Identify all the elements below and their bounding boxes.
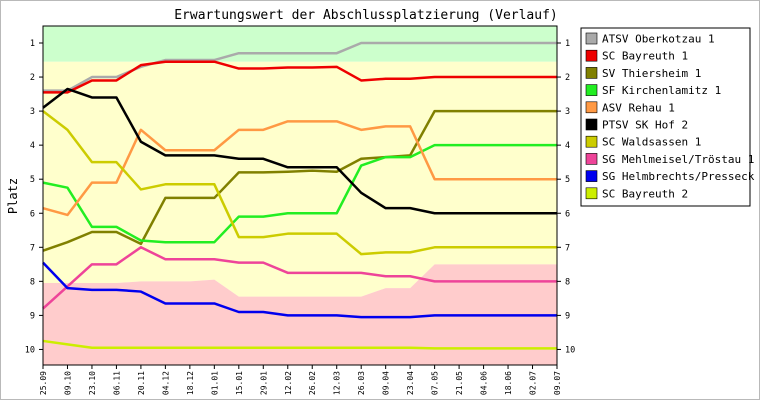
- series-line-2: [43, 60, 557, 94]
- y-tick-label-left: 9: [30, 311, 35, 321]
- y-tick-label-left: 10: [25, 345, 35, 355]
- chart-title: Erwartungswert der Abschlussplatzierung …: [174, 8, 558, 23]
- series-line-8: [42, 246, 557, 310]
- series-line-3: [42, 109, 557, 252]
- series-line-9: [42, 261, 557, 319]
- y-tick-label-right: 8: [565, 277, 570, 287]
- axes: 1 1 2 2 3 3 4 4 5 5 6 6 7 7 8 8 9 9 10 10 25.09 09.10 23.10 06.…: [25, 25, 575, 395]
- legend-swatch: [585, 118, 598, 131]
- legend: ATSV Oberkotzau 1 SC Bayreuth 1 SV Thiersh…: [580, 27, 760, 207]
- y-tick-label-left: 6: [30, 209, 35, 219]
- legend-swatch: [585, 49, 598, 62]
- series-line-10: [42, 339, 557, 350]
- legend-label: ASV Rehau 1: [602, 101, 675, 114]
- legend-label: SC Bayreuth 1: [602, 50, 688, 63]
- x-tick-label: 15.01: [235, 371, 244, 395]
- legend-label: ATSV Oberkotzau 1: [602, 33, 715, 46]
- legend-swatch: [585, 32, 598, 45]
- legend-swatch: [585, 170, 598, 182]
- series-line-4: [42, 143, 557, 244]
- y-tick-label-right: 3: [565, 107, 570, 117]
- y-tick-label-left: 1: [30, 39, 35, 49]
- x-tick-label: 04.12: [161, 371, 170, 395]
- x-tick-label: 04.06: [480, 371, 489, 395]
- x-tick-label: 18.12: [186, 371, 195, 395]
- x-tick-label: 25.09: [39, 371, 48, 395]
- x-tick-label: 23.04: [406, 371, 415, 395]
- series-line-7: [42, 110, 557, 256]
- x-tick-label: 26.03: [357, 371, 366, 395]
- x-tick-label: 23.10: [88, 371, 97, 395]
- y-tick-label-left: 4: [30, 141, 35, 151]
- y-tick-label-right: 6: [565, 209, 570, 219]
- x-tick-label: 09.10: [63, 371, 72, 395]
- y-tick-label-left: 7: [30, 243, 35, 253]
- legend-label: SC Bayreuth 2: [602, 187, 688, 200]
- x-tick-label: 02.07: [529, 371, 538, 395]
- x-tick-label: 12.03: [333, 371, 342, 395]
- legend-label: PTSV SK Hof 2: [602, 119, 688, 132]
- series-line-5: [42, 120, 557, 217]
- legend-label: SV Thiersheim 1: [602, 67, 701, 80]
- y-tick-label-left: 8: [30, 277, 35, 287]
- y-tick-label-right: 9: [565, 311, 570, 321]
- x-tick-label: 01.01: [210, 371, 219, 395]
- y-tick-label-right: 7: [565, 243, 570, 253]
- legend-swatch: [585, 135, 598, 148]
- legend-label: SG Mehlmeisel/Tröstau 1: [602, 153, 754, 166]
- x-tick-label: 09.07: [553, 371, 562, 395]
- x-tick-label: 07.05: [431, 371, 440, 395]
- zone-band-1: [43, 26, 557, 62]
- series-lines: [42, 41, 557, 350]
- legend-box: [580, 27, 751, 207]
- legend-label: SF Kirchenlamitz 1: [602, 84, 721, 97]
- legend-swatch: [585, 84, 598, 96]
- y-tick-label-right: 2: [565, 73, 570, 83]
- legend-swatch: [585, 101, 598, 114]
- x-tick-label: 20.11: [137, 371, 146, 395]
- y-tick-label-left: 2: [30, 73, 35, 83]
- y-tick-label-left: 5: [30, 175, 35, 185]
- y-tick-label-left: 3: [30, 107, 35, 117]
- legend-swatch: [585, 187, 598, 200]
- y-tick-label-right: 1: [565, 39, 570, 49]
- x-tick-label: 12.02: [284, 371, 293, 395]
- x-tick-label: 29.01: [259, 371, 268, 395]
- legend-label: SG Helmbrechts/Presseck 1: [602, 170, 760, 183]
- x-tick-label: 21.05: [455, 371, 464, 395]
- y-tick-label-right: 4: [565, 141, 570, 151]
- series-line-6: [42, 87, 557, 215]
- x-tick-label: 26.02: [308, 371, 317, 395]
- legend-swatch: [585, 153, 598, 165]
- x-tick-label: 09.04: [382, 371, 391, 395]
- x-tick-label: 18.06: [504, 371, 513, 395]
- legend-swatch: [585, 67, 598, 79]
- x-tick-label: 06.11: [112, 371, 121, 395]
- legend-label: SC Waldsassen 1: [602, 136, 701, 149]
- plot-frame: [42, 25, 558, 366]
- y-tick-label-right: 5: [565, 175, 570, 185]
- y-tick-label-right: 10: [565, 345, 575, 355]
- y-axis-label: Platz: [6, 178, 20, 214]
